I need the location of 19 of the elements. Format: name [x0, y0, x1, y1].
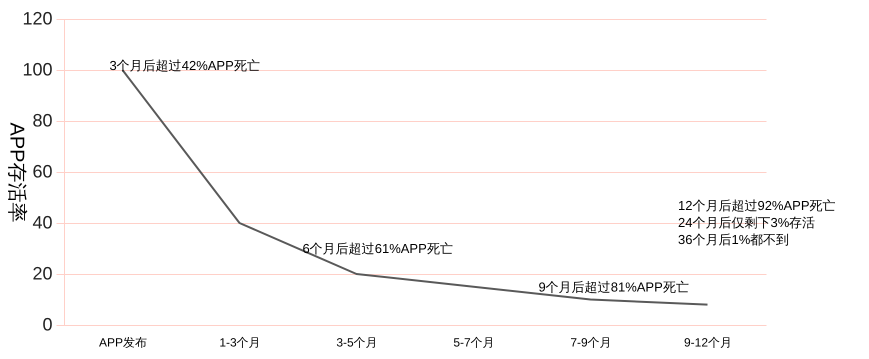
x-tick-label: 9-12个月 [684, 336, 732, 350]
y-tick-label: 40 [32, 212, 52, 232]
annotation: 12个月后超过92%APP死亡 [678, 198, 836, 213]
annotation: 3个月后超过42%APP死亡 [110, 58, 260, 73]
y-tick-label: 120 [22, 8, 52, 28]
y-tick-label: 100 [22, 60, 52, 80]
y-tick-label: 60 [32, 162, 52, 182]
x-tick-label: 5-7个月 [453, 336, 495, 350]
y-axis-title: APP存活率 [5, 122, 28, 223]
x-tick-label: 1-3个月 [219, 336, 261, 350]
y-tick-label: 80 [32, 110, 52, 130]
annotation: 24个月后仅剩下3%存活 [678, 215, 816, 230]
y-tick-label: 0 [42, 314, 52, 334]
x-tick-label: APP发布 [98, 336, 148, 350]
x-tick-label: 7-9个月 [570, 336, 612, 350]
annotation: 9个月后超过81%APP死亡 [538, 280, 689, 294]
x-tick-label: 3-5个月 [336, 336, 378, 350]
annotation: 36个月后1%都不到 [678, 232, 790, 247]
y-tick-label: 20 [32, 264, 52, 284]
